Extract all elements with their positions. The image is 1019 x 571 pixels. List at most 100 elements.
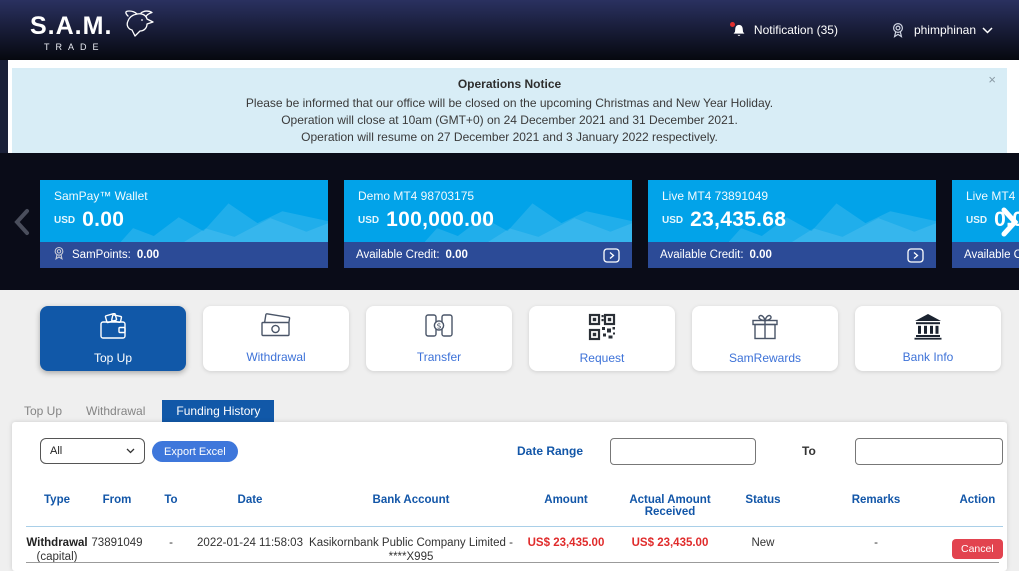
qr-code-icon <box>588 313 616 346</box>
funding-history-table: Type From To Date Bank Account Amount Ac… <box>26 494 1003 564</box>
notice-line: Operation will resume on 27 December 202… <box>301 130 718 144</box>
wallet-card-demo-mt4[interactable]: Demo MT4 98703175 USD 100,000.00 Availab… <box>344 180 632 268</box>
brand-logo[interactable]: S.A.M. TRADE <box>30 9 158 52</box>
wallet-currency: USD <box>662 214 684 226</box>
banknote-icon <box>259 313 293 345</box>
request-button[interactable]: Request <box>529 306 675 371</box>
cell-action: Cancel <box>952 527 1003 564</box>
bank-info-button[interactable]: Bank Info <box>855 306 1001 371</box>
carousel-prev-icon[interactable] <box>14 208 30 236</box>
type-filter-value: All <box>50 445 63 457</box>
user-menu-chevron-icon[interactable] <box>982 26 993 34</box>
notice-title: Operations Notice <box>457 77 562 91</box>
action-label: SamRewards <box>728 350 802 365</box>
wallet-title: Live MT4 73891049 <box>662 189 769 203</box>
wallet-currency: USD <box>358 214 380 226</box>
col-header-status: Status <box>745 494 781 506</box>
cell-type: Withdrawal (capital) <box>26 537 88 563</box>
funding-tabbar: Top Up Withdrawal Funding History <box>12 400 275 422</box>
svg-text:$: $ <box>436 322 441 331</box>
wallet-detail-arrow-icon[interactable] <box>907 247 924 263</box>
wallet-topup-icon <box>97 312 129 346</box>
select-chevron-icon <box>126 448 135 454</box>
samrewards-button[interactable]: SamRewards <box>692 306 838 371</box>
col-header-to: To <box>164 494 178 506</box>
col-header-bank-account: Bank Account <box>372 494 450 506</box>
cell-from: 73891049 <box>91 537 143 549</box>
action-button-row: Top Up Withdrawal <box>40 306 1001 371</box>
export-excel-button[interactable]: Export Excel <box>152 441 238 462</box>
col-header-actual-amount: Actual Amount Received <box>629 494 711 518</box>
wallet-footer-value: 0.00 <box>749 249 772 261</box>
notification-label[interactable]: Notification (35) <box>753 23 838 37</box>
cell-remarks: - <box>874 537 878 549</box>
tab-funding-history[interactable]: Funding History <box>162 400 275 422</box>
sampoints-medal-icon <box>52 246 66 264</box>
tab-top-up[interactable]: Top Up <box>24 404 63 418</box>
top-header: S.A.M. TRADE Not <box>0 0 1019 60</box>
notice-close-icon[interactable]: × <box>988 72 996 87</box>
date-range-to-label: To <box>802 444 816 458</box>
wallet-currency: USD <box>966 214 988 226</box>
wallet-card-sampay[interactable]: SamPay™ Wallet USD 0.00 SamPoints: 0.0 <box>40 180 328 268</box>
logo-subtext: TRADE <box>44 41 105 52</box>
wallet-amount: 100,000.00 <box>386 208 495 231</box>
username[interactable]: phimphinan <box>913 23 976 37</box>
action-label: Request <box>579 350 625 365</box>
transfer-phones-icon: $ <box>423 313 455 345</box>
action-label: Top Up <box>93 350 133 365</box>
col-header-from: From <box>102 494 132 506</box>
cell-to: - <box>169 537 173 549</box>
wallet-card-live-mt4[interactable]: Live MT4 73891049 USD 23,435.68 Availabl… <box>648 180 936 268</box>
actions-section: Top Up Withdrawal <box>0 290 1019 400</box>
operations-notice-banner: Operations Notice Please be informed tha… <box>12 68 1007 153</box>
carousel-next-icon[interactable] <box>1001 206 1019 238</box>
lower-section: Top Up Withdrawal Funding History All Ex… <box>0 400 1019 571</box>
bank-icon <box>913 313 943 345</box>
cell-amount: US$ 23,435.00 <box>527 537 605 549</box>
type-filter-select[interactable]: All <box>40 438 145 464</box>
cell-actual-amount: US$ 23,435.00 <box>631 537 709 549</box>
transfer-button[interactable]: $ Transfer <box>366 306 512 371</box>
bull-icon <box>116 9 158 44</box>
wallet-amount: 23,435.68 <box>690 208 787 231</box>
cell-date: 2022-01-24 11:58:03 <box>197 537 303 549</box>
wallet-currency: USD <box>54 214 76 226</box>
wallet-detail-arrow-icon[interactable] <box>603 247 620 263</box>
wallet-footer-value: 0.00 <box>136 249 160 261</box>
action-label: Withdrawal <box>246 350 306 364</box>
cancel-button[interactable]: Cancel <box>952 539 1003 559</box>
funding-history-panel: All Export Excel Date Range To Type From… <box>12 422 1007 571</box>
cell-status: New <box>751 537 775 549</box>
filter-row: All Export Excel Date Range To <box>40 438 1003 466</box>
wallet-footer-label: Available Credit: <box>356 249 440 261</box>
date-range-start-input[interactable] <box>610 438 756 465</box>
top-up-button[interactable]: Top Up <box>40 306 186 371</box>
col-header-date: Date <box>237 494 263 506</box>
cell-bank-account: Kasikornbank Public Company Limited - **… <box>309 537 513 563</box>
wallet-title: Demo MT4 98703175 <box>358 189 475 203</box>
wallet-footer-label: Available Credit: <box>660 249 744 261</box>
col-header-remarks: Remarks <box>851 494 901 506</box>
notification-bell-icon[interactable] <box>729 21 746 38</box>
action-label: Transfer <box>416 350 462 364</box>
date-range-end-input[interactable] <box>855 438 1003 465</box>
col-header-type: Type <box>44 494 70 506</box>
notice-line: Please be informed that our office will … <box>245 96 774 110</box>
header-right: Notification (35) phimphinan <box>729 21 993 39</box>
gift-icon <box>750 313 780 346</box>
notification-dot <box>729 21 735 27</box>
date-range-label: Date Range <box>517 444 584 458</box>
tab-withdrawal[interactable]: Withdrawal <box>86 404 146 418</box>
wallet-amount: 0.00 <box>82 208 125 231</box>
table-header-divider <box>26 526 1003 527</box>
wallet-title: Live MT4 <box>966 189 1016 203</box>
withdrawal-button[interactable]: Withdrawal <box>203 306 349 371</box>
table-bottom-divider <box>26 562 999 563</box>
wallet-footer-value: 0.00 <box>445 249 468 261</box>
wallet-footer-label: Available Credit: <box>964 249 1019 261</box>
action-label: Bank Info <box>902 350 954 364</box>
logo-text: S.A.M. <box>30 11 113 40</box>
wallet-carousel: SamPay™ Wallet USD 0.00 SamPoints: 0.0 <box>0 153 1019 290</box>
col-header-amount: Amount <box>544 494 588 506</box>
